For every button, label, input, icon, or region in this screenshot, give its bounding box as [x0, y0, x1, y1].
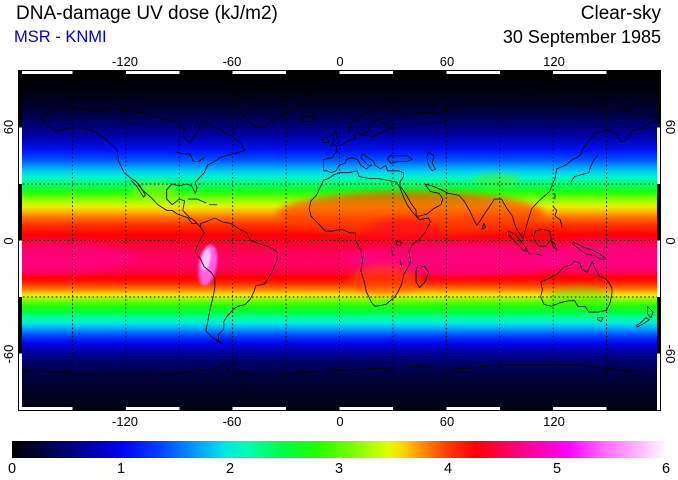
- figure-title: DNA-damage UV dose (kJ/m2): [16, 3, 278, 24]
- coastline-baja-california: [130, 179, 146, 198]
- world-uv-map: [18, 70, 661, 411]
- coastline-cuba: [187, 198, 207, 204]
- coastline-australia: [540, 260, 613, 313]
- anomaly-west-pacific-peak: [537, 238, 660, 273]
- lon-tick-label-top: -60: [222, 54, 242, 69]
- map-frame-right: [657, 71, 660, 410]
- anomaly-central-pacific-peak: [19, 240, 133, 275]
- lat-tick-label-right: -60: [663, 344, 678, 364]
- colorbar-tick-label: 3: [334, 461, 344, 477]
- coastline-eurasia: [323, 95, 659, 240]
- coastline-japan: [570, 155, 599, 183]
- coastline-iceland: [299, 115, 315, 123]
- colorbar-tick-label: 4: [443, 461, 453, 477]
- lon-tick-label-top: 120: [543, 54, 565, 69]
- lon-tick-label-bottom: -60: [222, 414, 242, 429]
- coastline-antarctica-coast: [19, 360, 660, 377]
- lon-tick-label-bottom: 60: [439, 414, 455, 429]
- map-frame-top: [19, 71, 660, 74]
- coastline-tasmania: [597, 317, 604, 322]
- lat-tick-label-left: -60: [1, 344, 16, 364]
- lon-tick-label-bottom: -120: [111, 414, 139, 429]
- colorbar-tick-label: 6: [661, 461, 671, 477]
- date-label: 30 September 1985: [502, 27, 661, 47]
- coastline-great-lakes: [175, 151, 205, 162]
- lat-tick-label-right: 0: [663, 237, 678, 245]
- colorbar-tick-label: 0: [7, 461, 17, 477]
- lat-tick-label-left: 0: [1, 237, 16, 245]
- coastline-java: [527, 253, 543, 257]
- lon-tick-label-top: -120: [111, 54, 139, 69]
- coastline-lake-victoria: [396, 240, 403, 247]
- condition-label: Clear-sky: [580, 3, 661, 24]
- coastline-novaya-zemlya: [431, 95, 440, 108]
- coastline-sumatra: [508, 230, 529, 253]
- coastline-philippines: [552, 206, 563, 228]
- coastline-ireland: [321, 136, 330, 143]
- map-frame-left: [19, 71, 22, 410]
- coastline-south-america: [194, 217, 278, 345]
- coastline-new-guinea: [572, 241, 607, 260]
- anomaly-tibet-high: [473, 172, 520, 188]
- map-frame-bottom: [19, 407, 660, 410]
- colorbar-tick-label: 5: [552, 461, 562, 477]
- coastline-lake-tanganyika: [390, 247, 394, 257]
- lat-tick-label-left: 60: [1, 119, 16, 135]
- coastline-greenland: [230, 83, 307, 128]
- colorbar-tick-label: 1: [116, 461, 126, 477]
- lon-tick-label-top: 0: [336, 54, 344, 69]
- lat-tick-label-right: 60: [663, 119, 678, 135]
- lon-tick-label-top: 60: [439, 54, 455, 69]
- coastline-black-sea: [387, 155, 413, 164]
- coastline-new-zealand-south: [636, 317, 650, 328]
- coastline-africa: [308, 170, 431, 307]
- coastline-great-britain: [330, 130, 340, 147]
- figure-subtitle: MSR - KNMI: [14, 28, 107, 46]
- coastline-madagascar: [415, 264, 429, 289]
- anomaly-sahara-arabia-india-high: [277, 191, 545, 237]
- coastline-borneo: [533, 228, 552, 247]
- anomaly-southern-africa-high: [348, 264, 420, 296]
- colorbar-gradient: [12, 441, 666, 458]
- lon-tick-label-bottom: 120: [543, 414, 565, 429]
- colorbar-tick-label: 2: [225, 461, 235, 477]
- lon-tick-label-bottom: 0: [336, 414, 344, 429]
- coastline-new-zealand-north: [647, 306, 654, 319]
- uv-heatmap-canvas: [19, 71, 660, 410]
- coastline-sri-lanka: [481, 223, 486, 230]
- coastline-sulawesi: [550, 240, 558, 251]
- coastline-caspian-sea: [426, 151, 436, 172]
- coastline-lake-malawi: [399, 258, 403, 268]
